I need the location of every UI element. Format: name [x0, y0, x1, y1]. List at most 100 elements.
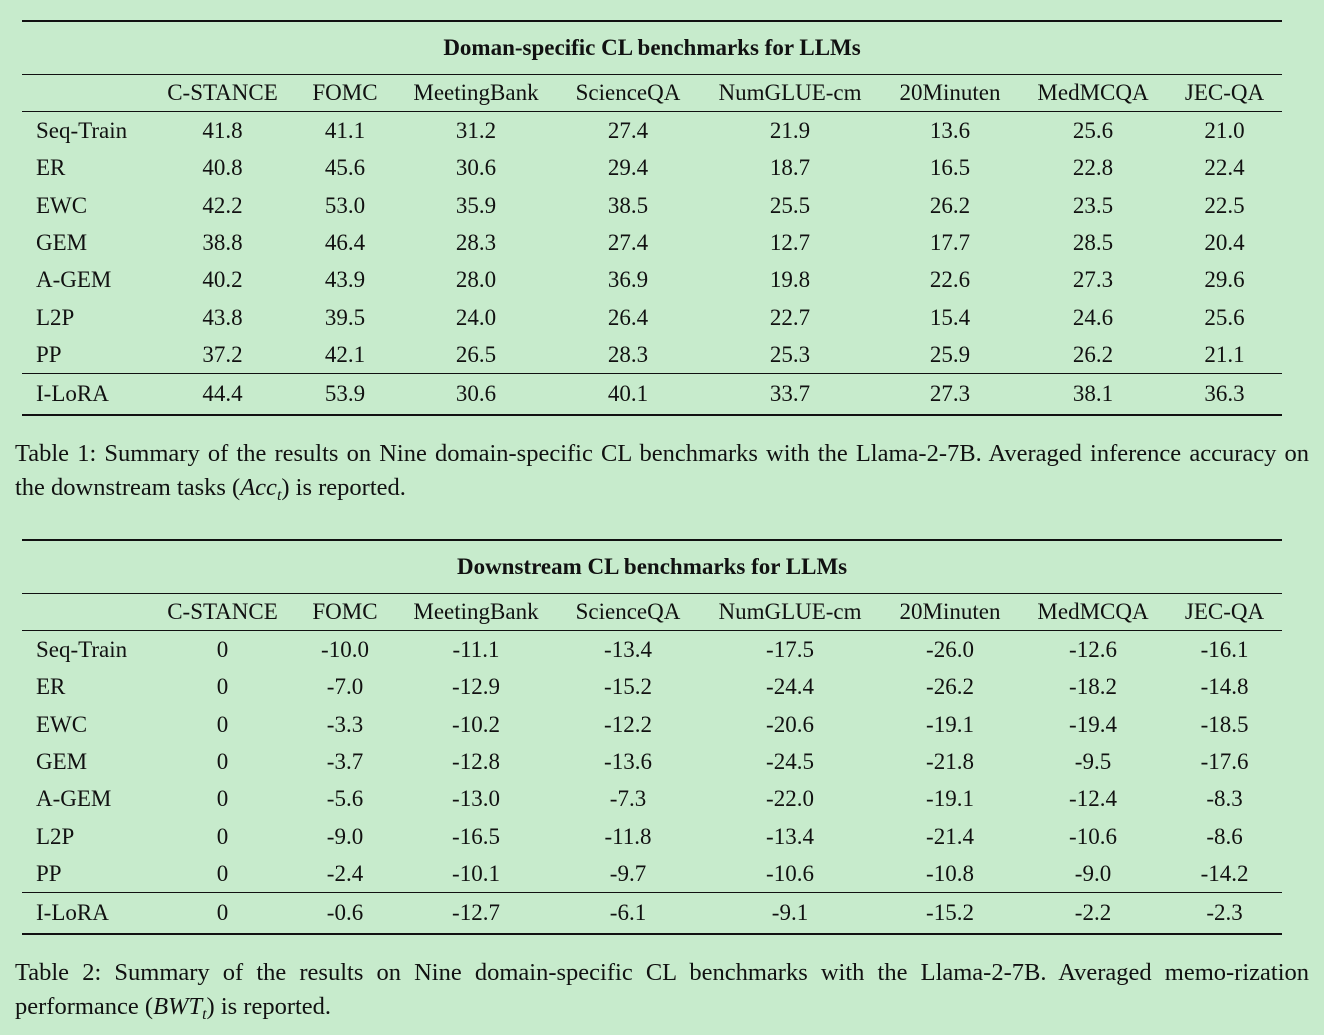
method-name: PP — [36, 860, 62, 886]
method-name: GEM — [36, 749, 88, 775]
table-cell: -13.4 — [604, 637, 652, 663]
table-1-caption: Table 1: Summary of the results on Nine … — [15, 437, 1309, 505]
table-cell: 28.3 — [455, 230, 497, 256]
table-cell: 35.9 — [455, 192, 497, 218]
table-row: Seq-Train 0 -10.0 -11.1 -13.4 -17.5 -26.0 -12.6… — [22, 631, 1282, 669]
table-cell: 25.5 — [769, 192, 811, 218]
table-title: Downstream CL benchmarks for LLMs — [22, 539, 1283, 594]
table-cell: 26.5 — [455, 341, 497, 367]
method-name: L2P — [36, 823, 75, 849]
table-cell: 0 — [216, 749, 229, 775]
results-table-2-block: Downstream CL benchmarks for LLMs C-STAN… — [22, 539, 1283, 936]
table-row: L2P 0 -9.0 -16.5 -11.8 -13.4 -21.4 -10.6 -8.6 — [22, 817, 1282, 854]
table-cell: -13.6 — [604, 749, 652, 775]
column-header: FOMC — [295, 74, 395, 112]
table-cell: -10.6 — [1069, 823, 1117, 849]
table-row: EWC 0 -3.3 -10.2 -12.2 -20.6 -19.1 -19.4 -18.5 — [22, 706, 1282, 743]
table-cell: 36.3 — [1167, 373, 1283, 417]
table-row: I-LoRA 44.4 53.9 30.6 40.1 33.7 27.3 38.1 36.3 — [22, 373, 1283, 417]
header-cell-empty — [22, 593, 150, 631]
table-cell: 31.2 — [455, 118, 497, 144]
caption-text: Summary of the results on Nine domain-sp… — [15, 440, 1309, 501]
table-cell: -19.1 — [926, 786, 974, 812]
table-cell: 20.4 — [1204, 230, 1245, 256]
table-cell: -11.1 — [452, 637, 500, 663]
column-header: NumGLUE-cm — [699, 593, 881, 631]
table-cell: 44.4 — [150, 373, 295, 417]
column-header: MeetingBank — [395, 593, 557, 631]
table-cell: -8.3 — [1206, 786, 1243, 812]
table-cell: 40.1 — [557, 373, 699, 417]
table-cell: 0 — [216, 637, 229, 663]
table-cell: 22.7 — [769, 304, 811, 330]
table-cell: 41.8 — [202, 118, 243, 144]
table-cell: 30.6 — [395, 373, 557, 417]
table-cell: -7.0 — [326, 674, 364, 700]
method-name: PP — [36, 341, 62, 367]
table-cell: -10.1 — [452, 860, 500, 886]
table-cell: 25.3 — [769, 341, 811, 367]
method-name: EWC — [36, 711, 88, 737]
table-cell: 25.6 — [1204, 304, 1245, 330]
table-cell: -5.6 — [326, 786, 364, 812]
table-cell: 23.5 — [1072, 192, 1114, 218]
table-cell: 43.8 — [202, 304, 243, 330]
table-cell: 46.4 — [324, 230, 366, 256]
table-cell: -12.8 — [452, 749, 500, 775]
table-cell: 38.1 — [1019, 373, 1167, 417]
table-cell: 27.4 — [607, 230, 649, 256]
table-cell: 26.2 — [929, 192, 971, 218]
column-header: ScienceQA — [557, 74, 699, 112]
table-cell: 26.4 — [607, 304, 649, 330]
table-cell: -2.3 — [1167, 892, 1283, 936]
table-cell: -19.1 — [926, 711, 974, 737]
table-title: Doman-specific CL benchmarks for LLMs — [22, 20, 1283, 75]
table-body: Seq-Train 0 -10.0 -11.1 -13.4 -17.5 -26.0 -12.6… — [22, 631, 1283, 936]
table-cell: -9.0 — [326, 823, 364, 849]
column-header: C-STANCE — [150, 74, 295, 112]
table-cell: -10.6 — [766, 860, 814, 886]
table-cell: 19.8 — [769, 267, 811, 293]
table-cell: -10.8 — [926, 860, 974, 886]
table-cell: 21.1 — [1204, 341, 1245, 367]
table-cell: 24.6 — [1072, 304, 1114, 330]
table-cell: -9.1 — [699, 892, 881, 936]
method-name: Seq-Train — [36, 118, 128, 144]
table-cell: -13.0 — [452, 786, 500, 812]
table-cell: 37.2 — [202, 341, 243, 367]
table-cell: -22.0 — [766, 786, 814, 812]
table-cell: -14.8 — [1200, 674, 1249, 700]
table-cell: 21.0 — [1204, 118, 1245, 144]
table-cell: -9.7 — [609, 860, 647, 886]
table-cell: -9.0 — [1074, 860, 1112, 886]
table-cell: 18.7 — [769, 155, 811, 181]
table-cell: 12.7 — [769, 230, 811, 256]
table-cell: 27.3 — [1072, 267, 1114, 293]
table-cell: 40.2 — [202, 267, 243, 293]
table-body: Seq-Train 41.8 41.1 31.2 27.4 21.9 13.6 25.6 21.… — [22, 112, 1283, 417]
table-row: I-LoRA 0 -0.6 -12.7 -6.1 -9.1 -15.2 -2.2 -2.3 — [22, 892, 1283, 936]
table-cell: 15.4 — [929, 304, 971, 330]
table-cell: -3.7 — [326, 749, 364, 775]
table-cell: -21.4 — [926, 823, 974, 849]
table-cell: 21.9 — [769, 118, 811, 144]
results-table-1-block: Doman-specific CL benchmarks for LLMs C-… — [22, 20, 1283, 417]
table-cell: 27.3 — [881, 373, 1019, 417]
table-cell: 42.1 — [324, 341, 366, 367]
table-cell: -14.2 — [1200, 860, 1249, 886]
table-cell: -26.2 — [926, 674, 974, 700]
table-cell: 45.6 — [324, 155, 366, 181]
column-header: FOMC — [295, 593, 395, 631]
table-cell: -6.1 — [557, 892, 699, 936]
table-cell: -16.5 — [452, 823, 500, 849]
caption-text-end: ) is reported. — [281, 474, 406, 501]
column-header: MedMCQA — [1019, 593, 1167, 631]
table-cell: 28.0 — [455, 267, 497, 293]
table-cell: 17.7 — [929, 230, 971, 256]
table-cell: -15.2 — [604, 674, 652, 700]
table-row: PP 0 -2.4 -10.1 -9.7 -10.6 -10.8 -9.0 -14.2 — [22, 855, 1282, 893]
table-cell: -3.3 — [326, 711, 364, 737]
table-cell: 22.8 — [1072, 155, 1114, 181]
table-cell: 0 — [216, 860, 229, 886]
method-name: Seq-Train — [36, 637, 128, 663]
